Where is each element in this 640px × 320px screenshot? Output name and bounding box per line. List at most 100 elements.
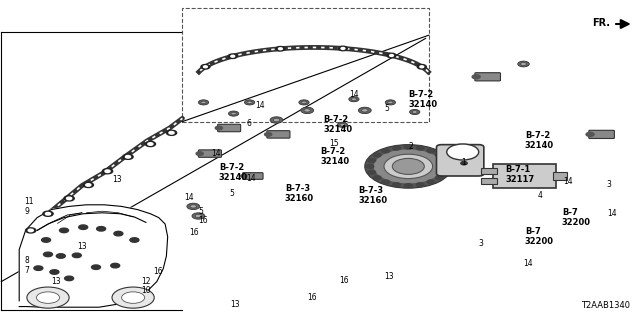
Circle shape [244, 100, 255, 105]
FancyBboxPatch shape [243, 173, 263, 179]
Circle shape [404, 145, 412, 149]
Text: 9: 9 [24, 207, 29, 216]
Circle shape [43, 211, 53, 216]
Circle shape [130, 238, 139, 242]
Bar [182, 8, 429, 122]
Circle shape [56, 254, 65, 258]
Text: B-7
32200: B-7 32200 [562, 208, 591, 227]
Text: 15: 15 [330, 139, 339, 148]
Circle shape [373, 176, 381, 180]
Circle shape [299, 100, 309, 105]
Circle shape [586, 132, 594, 136]
Text: 1: 1 [461, 158, 465, 167]
Text: 13: 13 [112, 175, 122, 184]
Circle shape [102, 169, 113, 174]
Circle shape [518, 61, 529, 67]
Circle shape [112, 287, 154, 308]
Text: 16: 16 [307, 293, 317, 302]
Circle shape [64, 196, 74, 201]
Text: 8: 8 [24, 256, 29, 265]
Circle shape [390, 54, 394, 56]
Text: 6: 6 [246, 119, 252, 128]
FancyBboxPatch shape [553, 172, 567, 180]
Circle shape [436, 176, 444, 180]
Circle shape [351, 98, 356, 100]
Circle shape [427, 149, 435, 153]
FancyBboxPatch shape [218, 124, 241, 132]
Circle shape [231, 55, 235, 57]
Circle shape [392, 183, 400, 187]
Circle shape [148, 143, 153, 145]
Circle shape [427, 180, 435, 184]
Circle shape [304, 109, 310, 112]
Circle shape [461, 162, 467, 165]
FancyBboxPatch shape [198, 150, 221, 157]
Text: B-7-3
32160: B-7-3 32160 [358, 186, 388, 204]
Circle shape [111, 263, 120, 268]
Text: 14: 14 [563, 177, 573, 186]
Circle shape [521, 63, 526, 66]
Text: 14: 14 [524, 259, 533, 268]
Circle shape [341, 47, 345, 49]
Circle shape [404, 184, 412, 188]
Text: 14: 14 [255, 101, 264, 110]
Circle shape [365, 145, 452, 188]
Text: B-7-3
32160: B-7-3 32160 [285, 184, 314, 203]
Text: B-7-2
32140: B-7-2 32140 [320, 147, 349, 165]
Circle shape [231, 112, 236, 115]
Circle shape [187, 203, 200, 210]
Circle shape [358, 107, 371, 114]
Circle shape [382, 180, 390, 184]
Text: 14: 14 [349, 90, 358, 99]
Circle shape [247, 101, 252, 104]
Text: 12: 12 [141, 277, 150, 286]
Circle shape [388, 101, 393, 104]
Circle shape [228, 111, 239, 116]
Circle shape [28, 229, 33, 232]
Circle shape [417, 65, 426, 69]
Text: 11: 11 [24, 197, 34, 206]
Circle shape [105, 170, 110, 172]
Text: 16: 16 [154, 267, 163, 276]
Circle shape [44, 252, 52, 257]
Polygon shape [19, 205, 168, 307]
Circle shape [215, 126, 223, 130]
Circle shape [72, 253, 81, 258]
Circle shape [337, 122, 348, 127]
FancyBboxPatch shape [267, 131, 290, 138]
Circle shape [264, 132, 272, 136]
Circle shape [373, 149, 444, 184]
Text: B-7-2
32140: B-7-2 32140 [219, 164, 248, 182]
Circle shape [34, 266, 43, 270]
Circle shape [122, 292, 145, 303]
Text: 7: 7 [24, 266, 29, 275]
Circle shape [385, 100, 396, 105]
Circle shape [50, 270, 59, 274]
Circle shape [190, 205, 196, 208]
Circle shape [83, 182, 93, 188]
Circle shape [36, 292, 60, 303]
Text: 2: 2 [408, 142, 413, 151]
Circle shape [166, 130, 177, 135]
Circle shape [204, 66, 207, 68]
Circle shape [114, 231, 123, 236]
Circle shape [169, 132, 174, 134]
Text: B-7
32200: B-7 32200 [525, 227, 554, 245]
Circle shape [86, 184, 91, 186]
Text: FR.: FR. [592, 18, 610, 28]
Text: 3: 3 [607, 180, 612, 189]
Text: 3: 3 [479, 239, 484, 248]
Text: 16: 16 [189, 228, 198, 237]
Circle shape [417, 146, 424, 150]
Circle shape [196, 152, 204, 156]
Text: 14: 14 [246, 174, 256, 183]
Circle shape [447, 144, 479, 160]
Circle shape [97, 227, 106, 231]
Text: 14: 14 [184, 193, 194, 202]
Text: 5: 5 [229, 189, 234, 198]
Circle shape [228, 54, 237, 59]
Circle shape [384, 154, 433, 179]
Circle shape [273, 118, 280, 122]
Text: 13: 13 [230, 300, 240, 309]
Circle shape [79, 225, 88, 229]
